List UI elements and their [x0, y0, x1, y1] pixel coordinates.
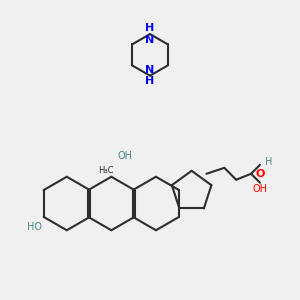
Text: H₃C: H₃C	[98, 166, 113, 175]
Text: N
H: N H	[146, 65, 154, 86]
Text: HO: HO	[27, 222, 42, 232]
Text: H
N: H N	[146, 23, 154, 45]
Text: OH: OH	[117, 151, 132, 161]
Text: H: H	[265, 157, 273, 167]
Text: O: O	[255, 169, 265, 179]
Text: OH: OH	[253, 184, 268, 194]
